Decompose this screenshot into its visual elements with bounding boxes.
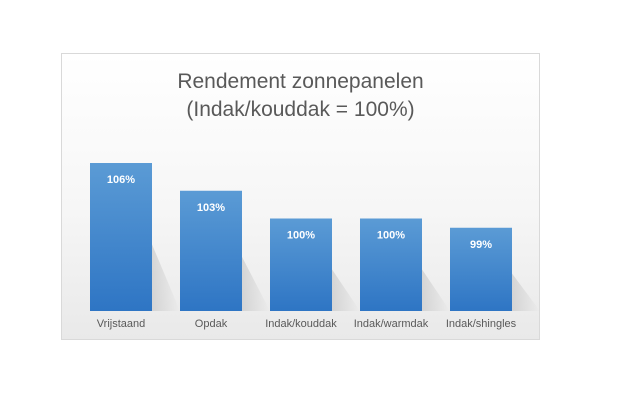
labels-layer: 106% Vrijstaand 103% Opdak 100% Indak/kouddak… (97, 174, 517, 330)
chart-title: Rendement zonnepanelen (Indak/kouddak = … (62, 68, 539, 124)
chart-title-line-2: (Indak/kouddak = 100%) (186, 98, 415, 121)
category-label: Indak/kouddak (265, 318, 337, 330)
bar-shadow (422, 269, 450, 311)
data-label: 103% (197, 202, 225, 214)
bar-shadow (242, 256, 270, 311)
category-label: Opdak (195, 318, 228, 330)
category-label: Indak/shingles (446, 318, 517, 330)
bar-vrijstaand (90, 163, 152, 311)
data-label: 100% (377, 230, 405, 242)
bar-indak-warmdak (360, 218, 422, 311)
bar-chart: 106% Vrijstaand 103% Opdak 100% Indak/kouddak… (90, 163, 540, 330)
bars-layer (90, 163, 540, 311)
bar-indak-shingles (450, 227, 512, 311)
bar-indak-kouddak (270, 218, 332, 311)
category-label: Indak/warmdak (354, 318, 429, 330)
chart-title-line-1: Rendement zonnepanelen (177, 70, 424, 93)
data-label: 99% (470, 239, 492, 251)
bar-shadow (512, 273, 540, 311)
chart-area: Rendement zonnepanelen (Indak/kouddak = … (61, 53, 540, 340)
bar-shadow (332, 269, 360, 311)
bar-shadow (152, 244, 180, 311)
category-label: Vrijstaand (97, 318, 146, 330)
data-label: 106% (107, 174, 135, 186)
data-label: 100% (287, 230, 315, 242)
bar-opdak (180, 190, 242, 311)
